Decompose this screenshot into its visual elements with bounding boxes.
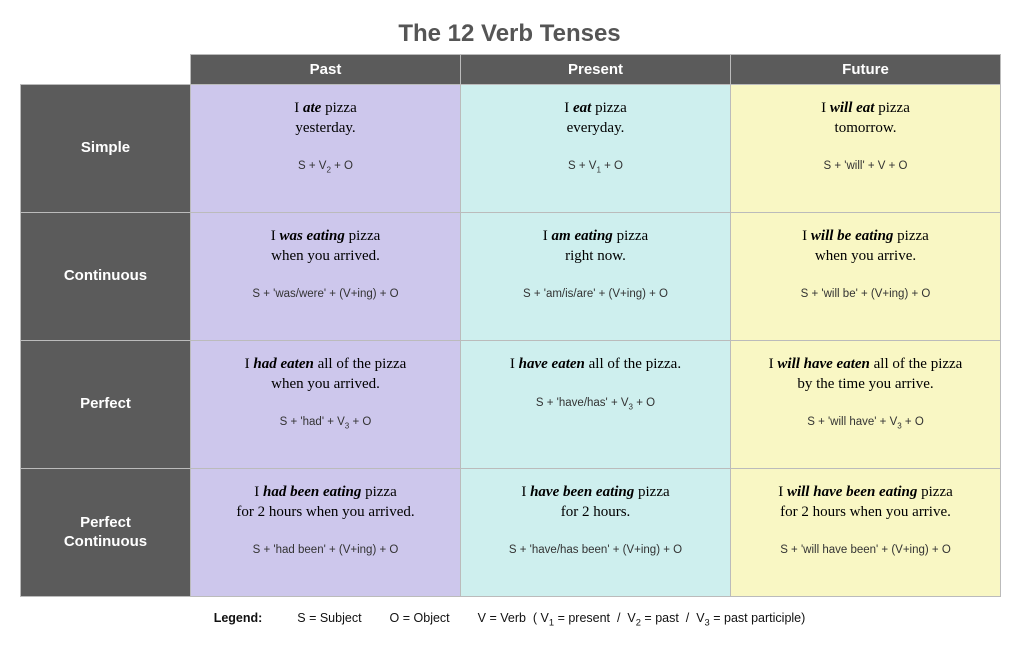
formula-text: S + 'have/has been' + (V+ing) + O [471, 544, 720, 556]
row-head-perfcont: PerfectContinuous [21, 469, 191, 597]
table-row: ContinuousI was eating pizzawhen you arr… [21, 213, 1001, 341]
formula-text: S + 'had' + V3 + O [201, 416, 450, 430]
row-head-cont: Continuous [21, 213, 191, 341]
cell-perfcont-past: I had been eating pizzafor 2 hours when … [191, 469, 461, 597]
formula-text: S + 'was/were' + (V+ing) + O [201, 288, 450, 300]
formula-text: S + 'will be' + (V+ing) + O [741, 288, 990, 300]
example-text: I have eaten all of the pizza. [471, 355, 720, 375]
cell-perf-present: I have eaten all of the pizza. S + 'have/… [461, 341, 731, 469]
cell-simple-future: I will eat pizzatomorrow. S + 'will' + V … [731, 85, 1001, 213]
cell-perf-future: I will have eaten all of the pizzaby the… [731, 341, 1001, 469]
row-head-perf: Perfect [21, 341, 191, 469]
example-text: I will have eaten all of the pizzaby the… [741, 355, 990, 394]
formula-text: S + V1 + O [471, 160, 720, 174]
formula-text: S + 'have/has' + V3 + O [471, 397, 720, 411]
example-text: I will eat pizzatomorrow. [741, 99, 990, 138]
cell-perfcont-present: I have been eating pizzafor 2 hours. S + … [461, 469, 731, 597]
example-text: I will have been eating pizzafor 2 hours… [741, 483, 990, 522]
cell-perf-past: I had eaten all of the pizzawhen you arr… [191, 341, 461, 469]
example-text: I had eaten all of the pizzawhen you arr… [201, 355, 450, 394]
cell-simple-past: I ate pizzayesterday. S + V2 + O [191, 85, 461, 213]
cell-simple-present: I eat pizzaeveryday. S + V1 + O [461, 85, 731, 213]
example-text: I am eating pizzaright now. [471, 227, 720, 266]
cell-cont-present: I am eating pizzaright now. S + 'am/is/ar… [461, 213, 731, 341]
cell-perfcont-future: I will have been eating pizzafor 2 hours… [731, 469, 1001, 597]
legend-items: S = SubjectO = ObjectV = Verb ( V1 = pre… [297, 611, 805, 625]
cell-cont-past: I was eating pizzawhen you arrived. S + '… [191, 213, 461, 341]
formula-text: S + 'had been' + (V+ing) + O [201, 544, 450, 556]
table-row: Perfect I had eaten all of the pizzawhen … [21, 341, 1001, 469]
col-head-present: Present [461, 55, 731, 85]
row-head-simple: Simple [21, 85, 191, 213]
table-row: Simple I ate pizzayesterday. S + V2 + O I e… [21, 85, 1001, 213]
formula-text: S + 'will' + V + O [741, 160, 990, 172]
table-row: PerfectContinuous I had been eating pizza… [21, 469, 1001, 597]
legend: Legend: S = SubjectO = ObjectV = Verb ( … [20, 611, 999, 628]
tenses-table: Past Present Future SimpleI ate pizzayes… [20, 54, 1001, 597]
formula-text: S + 'will have been' + (V+ing) + O [741, 544, 990, 556]
cell-cont-future: I will be eating pizzawhen you arrive. S … [731, 213, 1001, 341]
legend-label: Legend: [214, 611, 263, 625]
table-corner [21, 55, 191, 85]
page-title: The 12 Verb Tenses [20, 20, 999, 48]
col-head-past: Past [191, 55, 461, 85]
example-text: I was eating pizzawhen you arrived. [201, 227, 450, 266]
example-text: I have been eating pizzafor 2 hours. [471, 483, 720, 522]
formula-text: S + V2 + O [201, 160, 450, 174]
formula-text: S + 'am/is/are' + (V+ing) + O [471, 288, 720, 300]
table-body: Simple I ate pizzayesterday. S + V2 + O I e… [21, 85, 1001, 597]
formula-text: S + 'will have' + V3 + O [741, 416, 990, 430]
col-head-future: Future [731, 55, 1001, 85]
example-text: I ate pizzayesterday. [201, 99, 450, 138]
table-header-row: Past Present Future [21, 55, 1001, 85]
example-text: I had been eating pizzafor 2 hours when … [201, 483, 450, 522]
example-text: I eat pizzaeveryday. [471, 99, 720, 138]
example-text: I will be eating pizzawhen you arrive. [741, 227, 990, 266]
